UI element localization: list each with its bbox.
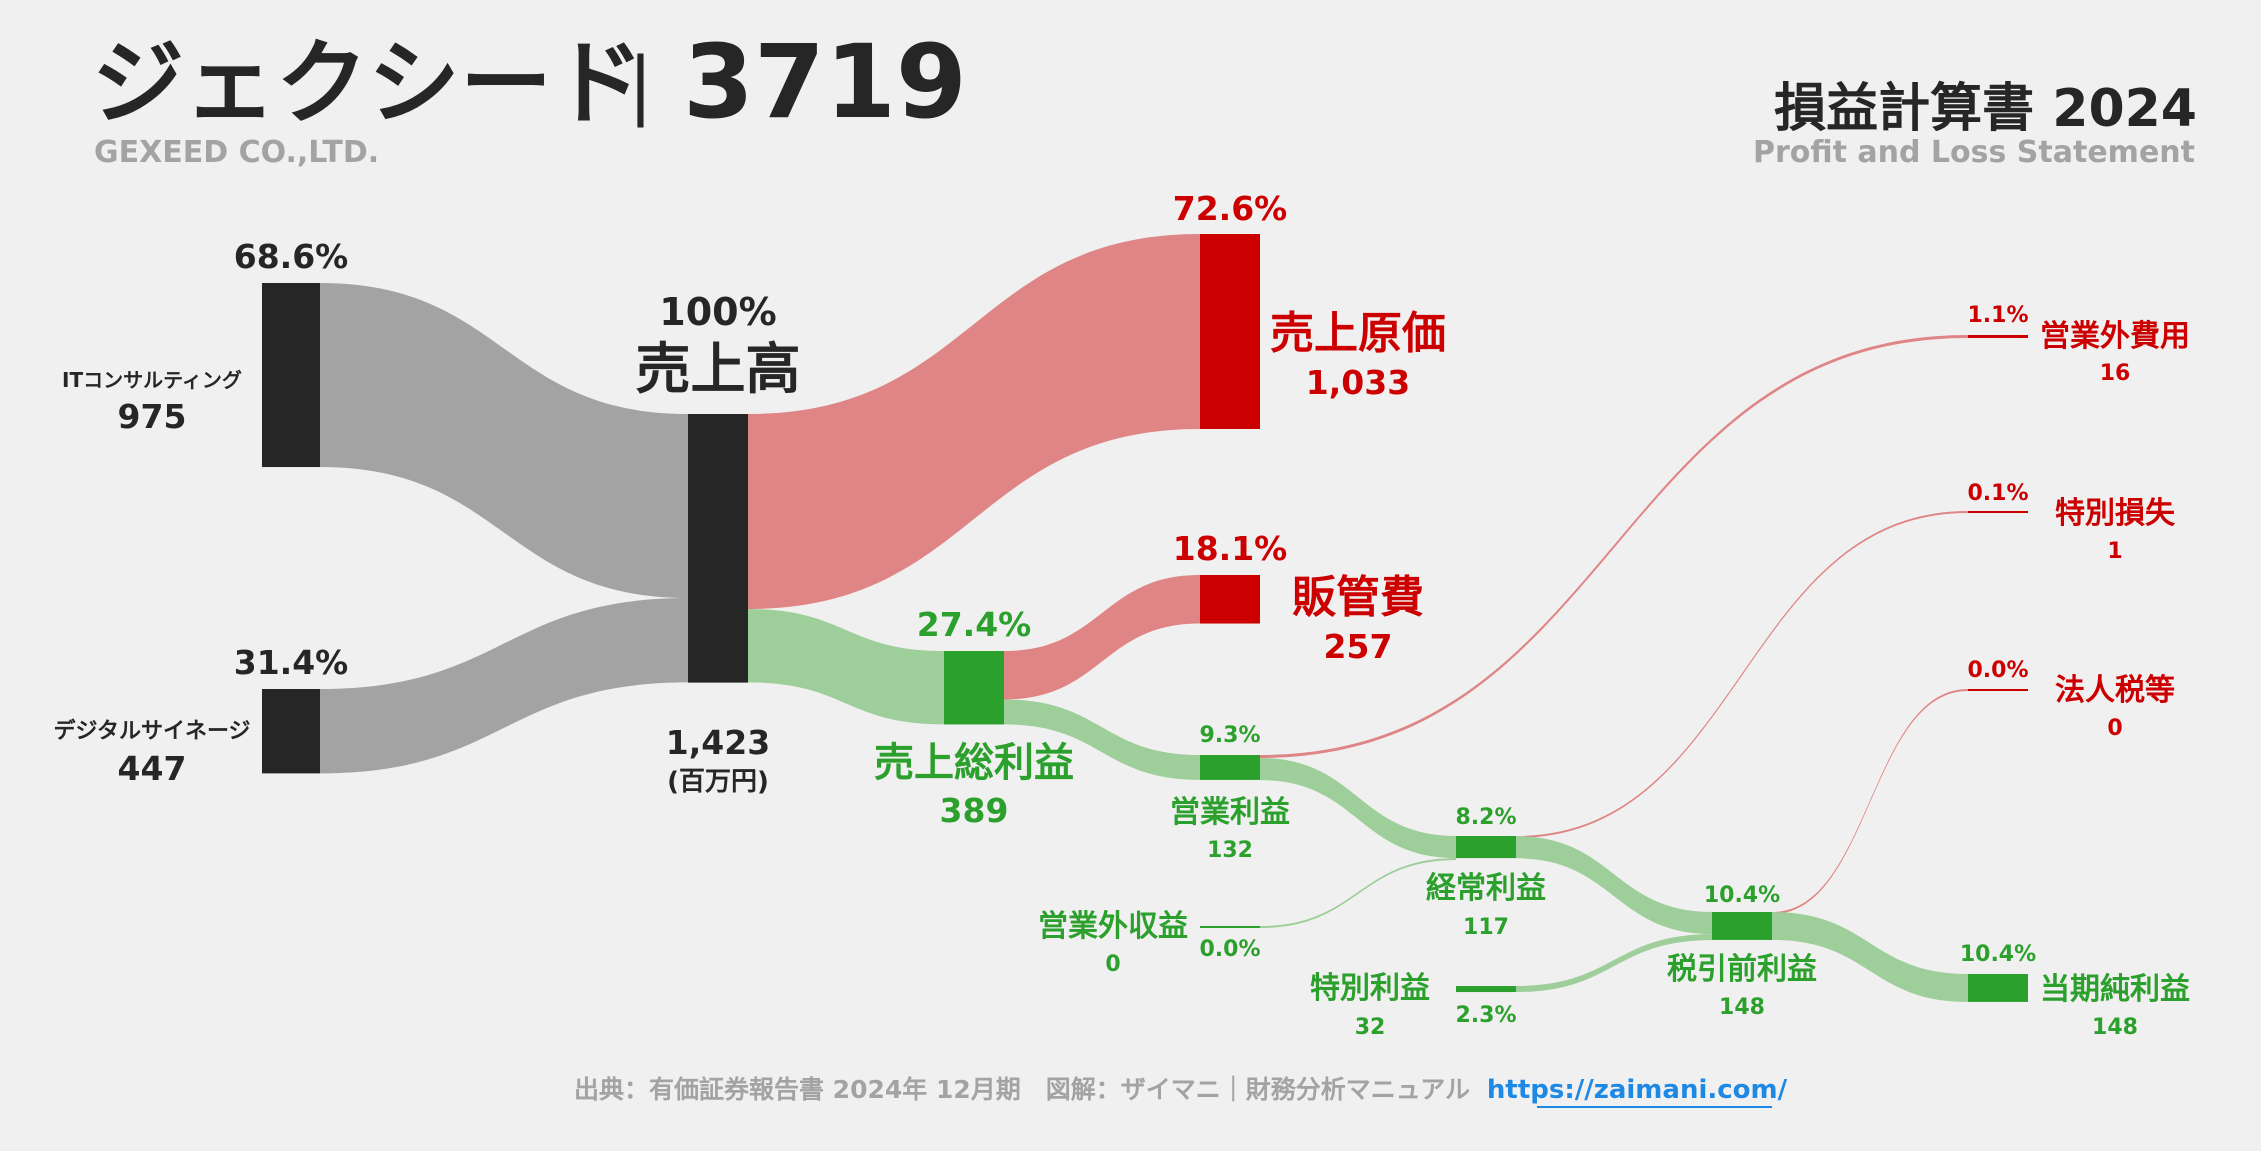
node-bar-it	[262, 283, 320, 468]
flow-ordinary-to-sp_loss	[1516, 511, 1968, 838]
cogs-value: 1,033	[1306, 363, 1410, 402]
extraordinary-gain-value: 32	[1355, 1015, 1386, 1040]
gross-profit-value: 389	[940, 791, 1009, 830]
flow-op-to-nonop_exp	[1260, 335, 1968, 759]
digital-signage-value: 447	[118, 749, 187, 788]
sankey-labels: 68.6% ITコンサルティング 975 31.4% デジタルサイネージ 447…	[53, 189, 2190, 1040]
extraordinary-loss-pct: 0.1%	[1967, 481, 2028, 506]
non-operating-income-pct: 0.0%	[1199, 937, 1260, 962]
flow-pretax-to-net	[1772, 912, 1968, 1002]
ticker-code: 3719	[683, 23, 967, 142]
sga-name: 販管費	[1292, 572, 1424, 623]
flow-op-to-ordinary	[1260, 758, 1456, 859]
flow-revenue-to-gross	[748, 609, 944, 725]
income-tax-value: 0	[2107, 716, 2122, 741]
extraordinary-gain-name: 特別利益	[1310, 971, 1430, 1006]
company-name: ジェクシード	[92, 30, 644, 137]
company-english-name: GEXEED CO.,LTD.	[94, 135, 379, 170]
header: ジェクシード | 3719 GEXEED CO.,LTD. 損益計算書 2024…	[92, 23, 2197, 170]
operating-profit-value: 132	[1207, 838, 1253, 863]
net-income-value: 148	[2092, 1015, 2138, 1040]
pretax-profit-pct: 10.4%	[1704, 883, 1780, 908]
ordinary-profit-pct: 8.2%	[1455, 805, 1516, 830]
node-bar-sga	[1200, 575, 1260, 624]
non-operating-expense-value: 16	[2100, 361, 2131, 386]
extraordinary-loss-name: 特別損失	[2055, 496, 2176, 531]
it-consulting-value: 975	[118, 397, 187, 436]
title-separator: |	[628, 42, 653, 128]
pretax-profit-value: 148	[1719, 995, 1765, 1020]
cogs-name: 売上原価	[1270, 308, 1446, 359]
sankey-nodes	[262, 234, 2028, 1002]
flow-ordinary-to-pretax	[1516, 836, 1712, 935]
source-credit: 出典：有価証券報告書 2024年 12月期 図解：ザイマニ｜財務分析マニュアル	[574, 1075, 1470, 1104]
income-tax-pct: 0.0%	[1967, 658, 2028, 683]
sga-value: 257	[1324, 627, 1393, 666]
revenue-unit: (百万円)	[667, 767, 769, 797]
it-consulting-name: ITコンサルティング	[62, 368, 242, 392]
gross-profit-pct: 27.4%	[917, 605, 1032, 644]
node-bar-sp_loss	[1968, 511, 2028, 513]
node-bar-cogs	[1200, 234, 1260, 429]
node-bar-gross	[944, 651, 1004, 725]
revenue-name: 売上高	[635, 337, 800, 401]
node-bar-net	[1968, 974, 2028, 1002]
revenue-pct: 100%	[659, 290, 776, 334]
net-income-pct: 10.4%	[1960, 942, 2036, 967]
flow-nonop_inc-to-ordinary	[1260, 858, 1456, 928]
flow-sp_gain-to-pretax	[1516, 934, 1712, 993]
gross-profit-name: 売上総利益	[874, 740, 1074, 786]
cogs-pct: 72.6%	[1173, 189, 1288, 228]
sga-pct: 18.1%	[1173, 529, 1288, 568]
pretax-profit-name: 税引前利益	[1667, 952, 1817, 987]
income-tax-name: 法人税等	[2055, 673, 2175, 708]
flow-gross-to-sga	[1004, 575, 1200, 700]
sankey-flows	[320, 234, 1968, 1002]
ordinary-profit-name: 経常利益	[1426, 871, 1546, 906]
node-bar-digital	[262, 689, 320, 774]
non-operating-expense-pct: 1.1%	[1967, 303, 2028, 328]
operating-profit-pct: 9.3%	[1199, 723, 1260, 748]
operating-profit-name: 営業利益	[1170, 795, 1290, 830]
flow-digital-to-revenue	[320, 598, 688, 774]
it-consulting-pct: 68.6%	[234, 237, 349, 276]
footer: 出典：有価証券報告書 2024年 12月期 図解：ザイマニ｜財務分析マニュアル …	[574, 1075, 1788, 1108]
node-bar-pretax	[1712, 912, 1772, 940]
node-bar-ordinary	[1456, 836, 1516, 859]
digital-signage-pct: 31.4%	[234, 643, 349, 682]
node-bar-revenue	[688, 414, 748, 683]
site-link[interactable]: https://zaimani.com/	[1487, 1075, 1788, 1105]
statement-title: 損益計算書 2024	[1774, 79, 2197, 139]
node-bar-tax	[1968, 689, 2028, 691]
digital-signage-name: デジタルサイネージ	[53, 718, 250, 744]
non-operating-income-name: 営業外収益	[1038, 909, 1188, 944]
flow-gross-to-op	[1004, 699, 1200, 780]
ordinary-profit-value: 117	[1463, 915, 1509, 940]
statement-subtitle: Profit and Loss Statement	[1753, 135, 2195, 170]
net-income-name: 当期純利益	[2040, 972, 2190, 1007]
node-bar-nonop_exp	[1968, 335, 2028, 339]
node-bar-op	[1200, 755, 1260, 780]
node-bar-sp_gain	[1456, 986, 1516, 993]
flow-revenue-to-cogs	[748, 234, 1200, 609]
flow-pretax-to-tax	[1772, 689, 1968, 914]
non-operating-expense-name: 営業外費用	[2040, 319, 2190, 354]
non-operating-income-value: 0	[1105, 952, 1120, 977]
node-bar-nonop_inc	[1200, 926, 1260, 928]
extraordinary-gain-pct: 2.3%	[1455, 1003, 1516, 1028]
revenue-value: 1,423	[666, 723, 770, 762]
extraordinary-loss-value: 1	[2107, 539, 2122, 564]
flow-it-to-revenue	[320, 283, 688, 599]
